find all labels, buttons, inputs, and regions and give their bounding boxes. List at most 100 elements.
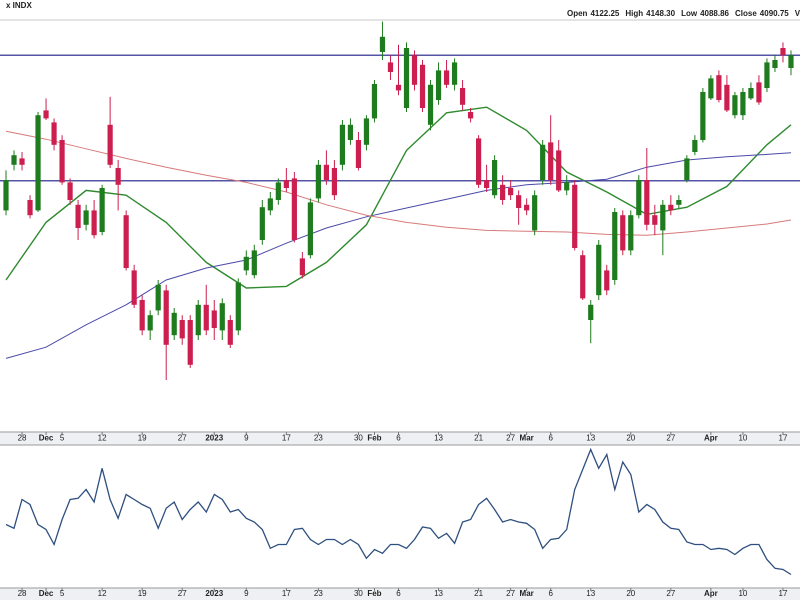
candle-body — [580, 255, 586, 299]
candle-body — [692, 140, 698, 152]
candle-body — [291, 178, 297, 240]
candle-body — [251, 250, 257, 276]
x-tick-label: Feb — [367, 434, 381, 443]
x-tick-label: 28 — [18, 589, 27, 598]
candle-body — [732, 95, 738, 116]
x-tick-label: Mar — [520, 434, 534, 443]
candle-body — [772, 60, 778, 68]
x-tick-label: 27 — [506, 589, 515, 598]
x-tick-label: 9 — [244, 589, 249, 598]
x-tick-label: Dec — [39, 434, 54, 443]
candle-body — [740, 92, 746, 116]
candle-body — [363, 118, 370, 145]
quote-label: High — [625, 9, 643, 18]
candle-body — [387, 62, 394, 72]
candle-body — [451, 62, 458, 85]
candle-body — [475, 138, 482, 185]
x-tick-label: 17 — [779, 434, 788, 443]
x-tick-label: 19 — [138, 434, 147, 443]
indicator-line — [5, 447, 792, 576]
moving-average-line — [5, 152, 792, 359]
x-tick-label: 30 — [354, 434, 363, 443]
candle-body — [299, 258, 305, 276]
x-tick-label: 2023 — [205, 434, 223, 443]
candle-body — [91, 210, 97, 236]
candle-body — [275, 182, 281, 200]
candle-body — [163, 290, 169, 345]
date-strip — [0, 588, 800, 600]
candle-body — [612, 212, 618, 280]
x-tick-label: 13 — [586, 589, 595, 598]
candle-body — [331, 168, 338, 196]
candle-body — [43, 110, 49, 119]
candle-body — [500, 184, 506, 200]
x-tick-label: 2023 — [205, 589, 223, 598]
x-tick-label: 6 — [548, 434, 553, 443]
candle-body — [403, 48, 410, 108]
candle-body — [211, 310, 217, 328]
x-tick-label: 23 — [314, 434, 323, 443]
candle-body — [187, 320, 193, 365]
candle-body — [371, 84, 378, 119]
candle-body — [131, 270, 137, 305]
candle-body — [564, 182, 570, 191]
candle-body — [676, 200, 682, 205]
x-tick-label: 17 — [282, 589, 291, 598]
candle-body — [492, 160, 498, 196]
candle-body — [115, 168, 121, 185]
candle-body — [347, 124, 354, 140]
candle-body — [395, 84, 402, 91]
candle-body — [636, 180, 642, 216]
x-tick-label: 9 — [244, 434, 249, 443]
candle-body — [668, 204, 674, 211]
candle-body — [35, 115, 41, 211]
candle-body — [99, 188, 105, 232]
x-tick-label: 10 — [738, 589, 747, 598]
candle-body — [484, 180, 490, 188]
candle-body — [532, 195, 538, 231]
x-tick-label: 5 — [60, 434, 65, 443]
candle-body — [27, 200, 33, 216]
quote-value: 4148.30 — [646, 9, 675, 18]
date-strip — [0, 432, 800, 445]
candle-body — [307, 202, 313, 256]
x-tick-label: Apr — [704, 434, 718, 443]
candle-body — [123, 215, 129, 268]
candle-body — [51, 122, 57, 145]
x-tick-label: 13 — [586, 434, 595, 443]
x-tick-label: 23 — [314, 589, 323, 598]
candle-body — [443, 70, 450, 85]
candle-body — [540, 144, 546, 180]
candle-body — [708, 78, 714, 99]
candle-body — [516, 195, 522, 208]
x-tick-label: 5 — [60, 589, 65, 598]
candle-body — [67, 182, 73, 200]
candle-body — [219, 303, 225, 331]
x-tick-label: 12 — [98, 589, 107, 598]
candle-body — [203, 304, 209, 331]
x-tick-label: 10 — [738, 434, 747, 443]
candle-body — [572, 184, 578, 248]
x-tick-label: Dec — [39, 589, 54, 598]
candle-body — [75, 204, 81, 228]
x-tick-label: 21 — [474, 434, 483, 443]
quote-value: 4088.86 — [700, 9, 729, 18]
candle-body — [596, 244, 602, 296]
candle-body — [339, 124, 346, 165]
candle-body — [644, 180, 650, 225]
candle-body — [59, 140, 65, 183]
candle-body — [235, 282, 241, 331]
x-tick-label: 13 — [434, 434, 443, 443]
candle-body — [748, 88, 754, 99]
candle-body — [764, 62, 770, 88]
candle-body — [323, 164, 329, 180]
candle-body — [419, 64, 426, 108]
candle-body — [556, 150, 562, 191]
candle-body — [435, 70, 442, 100]
candle-body — [724, 84, 730, 111]
candle-body — [628, 215, 634, 251]
x-tick-label: Apr — [704, 589, 718, 598]
x-tick-label: 6 — [396, 589, 401, 598]
x-tick-label: 28 — [18, 434, 27, 443]
candle-body — [508, 188, 514, 196]
